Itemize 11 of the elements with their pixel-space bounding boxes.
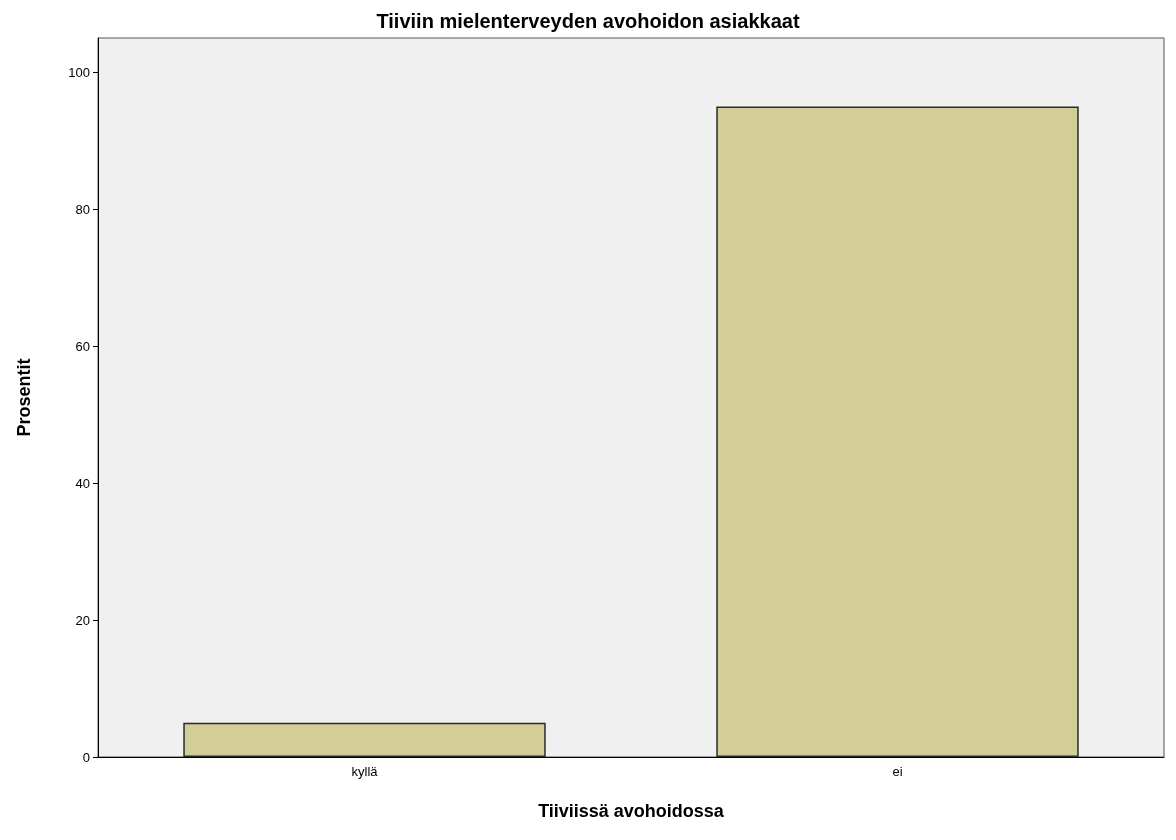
y-tick-label: 0 (82, 749, 90, 765)
y-tick-label: 60 (75, 338, 90, 354)
x-tick-label: ei (892, 764, 903, 779)
y-tick-label: 80 (75, 201, 90, 217)
y-axis-title: Prosentit (14, 358, 34, 437)
x-axis-title: Tiiviissä avohoidossa (538, 801, 725, 821)
y-tick-label: 40 (75, 475, 90, 491)
x-tick-label: kyllä (351, 764, 379, 779)
y-tick-label: 100 (68, 64, 90, 80)
chart-title: Tiiviin mielenterveyden avohoidon asiakkaat (376, 10, 800, 32)
y-tick-label: 20 (75, 612, 90, 628)
